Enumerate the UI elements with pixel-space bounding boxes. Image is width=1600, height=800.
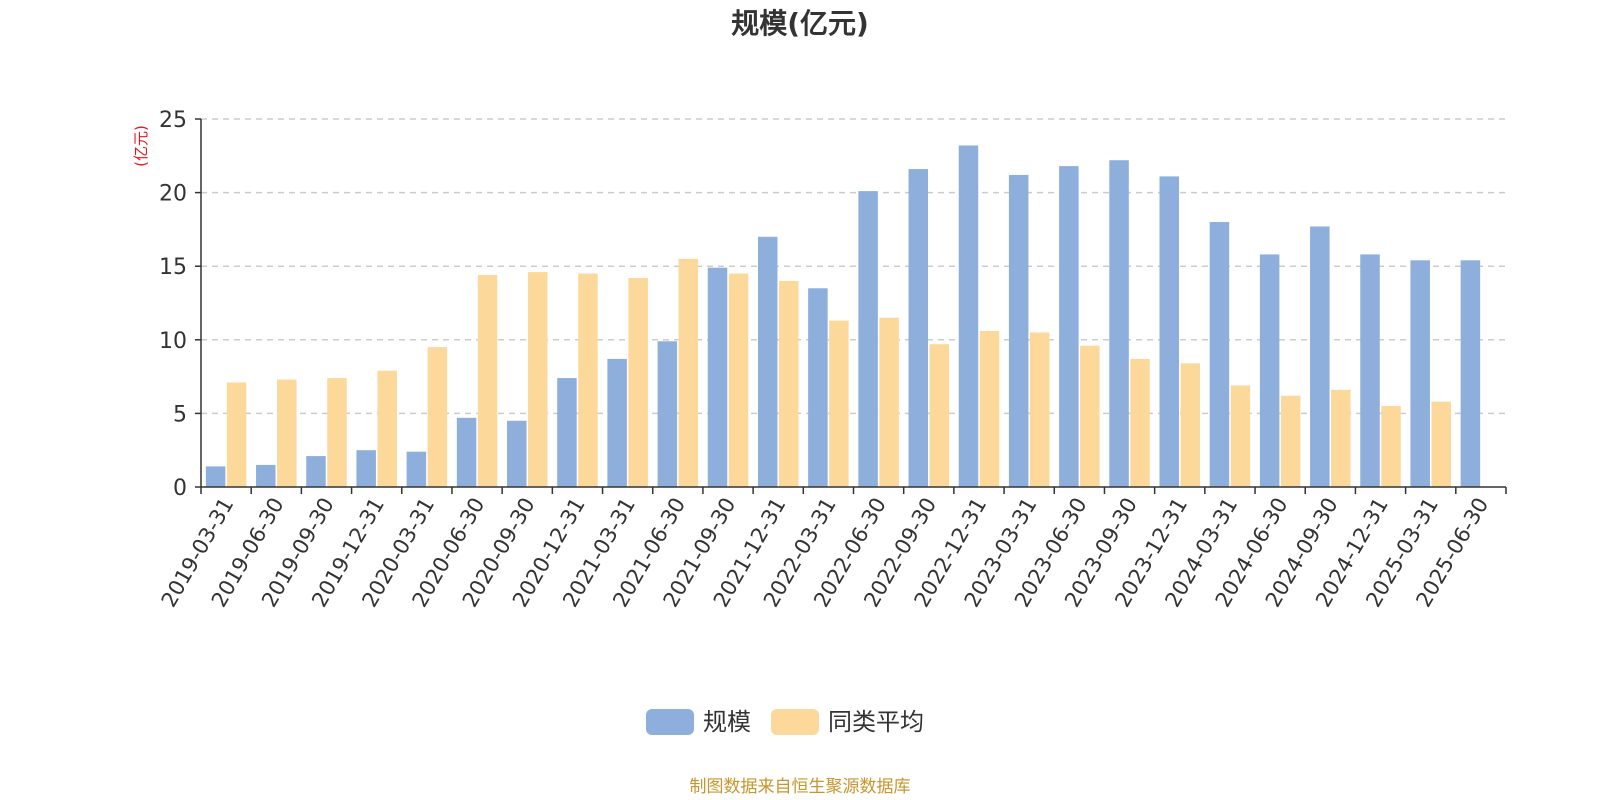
y-axis-label: (亿元) (132, 125, 150, 167)
bars (205, 145, 1481, 488)
bar-peer-average[interactable] (477, 275, 498, 487)
bar-peer-average[interactable] (226, 382, 247, 487)
bar-peer-average[interactable] (728, 273, 749, 487)
bar-peer-average[interactable] (1230, 385, 1251, 487)
bar-peer-average[interactable] (979, 330, 1000, 487)
bar-peer-average[interactable] (929, 344, 950, 487)
bar-scale[interactable] (757, 236, 778, 487)
bar-scale[interactable] (858, 191, 878, 488)
bar-peer-average[interactable] (528, 272, 548, 487)
bar-scale[interactable] (1109, 160, 1129, 487)
bar-peer-average[interactable] (1280, 395, 1301, 487)
bar-peer-average[interactable] (1180, 363, 1201, 487)
legend[interactable]: 规模 同类平均 (646, 708, 924, 736)
bar-peer-average[interactable] (879, 317, 899, 487)
legend-swatch[interactable] (771, 709, 819, 735)
bar-peer-average[interactable] (778, 280, 799, 487)
legend-swatch[interactable] (646, 709, 694, 735)
y-tick-label: 15 (159, 255, 187, 280)
bar-scale[interactable] (1360, 254, 1380, 487)
bar-peer-average[interactable] (628, 277, 648, 487)
chart-title: 规模(亿元) (731, 7, 869, 40)
y-tick-label: 5 (173, 402, 187, 427)
bar-peer-average[interactable] (377, 370, 397, 487)
bar-scale[interactable] (205, 466, 226, 487)
bar-scale[interactable] (557, 378, 577, 487)
y-tick-label: 0 (173, 476, 187, 501)
bar-peer-average[interactable] (1130, 358, 1150, 487)
y-tick-label: 10 (159, 329, 187, 354)
bar-scale[interactable] (306, 456, 326, 487)
bar-peer-average[interactable] (1331, 389, 1351, 487)
bar-scale[interactable] (1259, 254, 1280, 487)
bar-scale[interactable] (507, 420, 527, 487)
bar-peer-average[interactable] (678, 258, 699, 487)
bar-scale[interactable] (356, 450, 376, 487)
bar-scale[interactable] (1209, 222, 1230, 488)
bar-scale[interactable] (406, 451, 427, 487)
data-source-note: 制图数据来自恒生聚源数据库 (690, 777, 911, 797)
bar-peer-average[interactable] (1381, 406, 1401, 487)
bar-scale[interactable] (657, 341, 678, 487)
bar-scale[interactable] (707, 267, 728, 487)
bar-scale[interactable] (808, 288, 828, 487)
bar-scale[interactable] (1059, 166, 1079, 487)
bar-scale[interactable] (1159, 176, 1180, 487)
bar-peer-average[interactable] (1080, 345, 1100, 487)
bar-peer-average[interactable] (1029, 332, 1050, 487)
y-tick-label: 20 (159, 182, 187, 207)
bar-scale[interactable] (1008, 174, 1029, 487)
legend-label[interactable]: 规模 (703, 708, 751, 736)
bar-scale[interactable] (607, 358, 627, 487)
bar-scale[interactable] (1460, 260, 1481, 487)
y-tick-label: 25 (159, 108, 187, 133)
bar-peer-average[interactable] (327, 378, 347, 487)
bar-scale[interactable] (1410, 260, 1430, 487)
bar-scale[interactable] (256, 464, 276, 487)
bar-peer-average[interactable] (829, 320, 849, 487)
bar-scale[interactable] (958, 145, 979, 487)
bar-scale[interactable] (908, 169, 929, 487)
bar-peer-average[interactable] (427, 347, 448, 487)
legend-label[interactable]: 同类平均 (828, 708, 924, 736)
bar-scale[interactable] (1310, 226, 1330, 487)
bar-peer-average[interactable] (1431, 401, 1451, 487)
bar-scale[interactable] (456, 417, 477, 487)
bar-peer-average[interactable] (578, 273, 598, 487)
grid-lines (201, 118, 1506, 415)
bar-peer-average[interactable] (277, 379, 297, 487)
